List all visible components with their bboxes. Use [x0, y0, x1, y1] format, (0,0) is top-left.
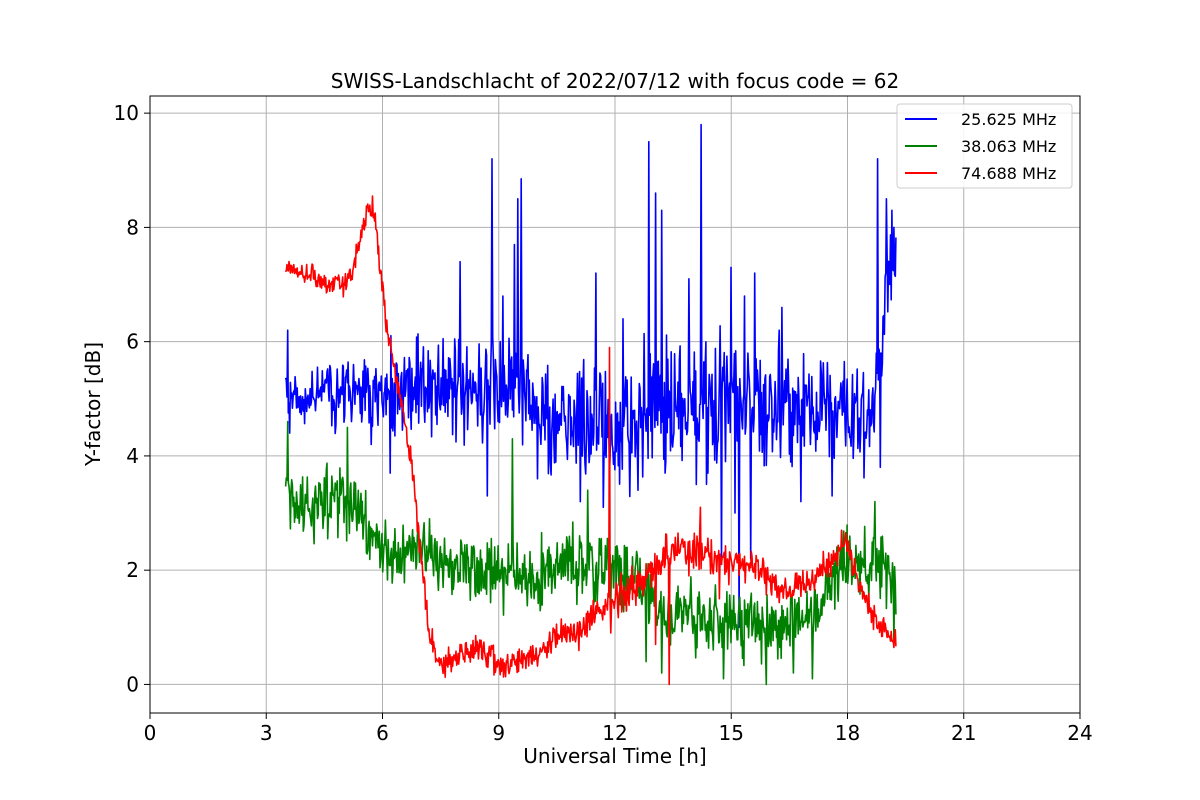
x-axis-label: Universal Time [h] [523, 744, 706, 768]
y-tick-label: 10 [114, 101, 139, 125]
legend-label: 25.625 MHz [961, 110, 1056, 129]
legend-label: 38.063 MHz [961, 137, 1056, 156]
y-tick-label: 8 [126, 215, 139, 239]
series-line-1 [284, 123, 897, 629]
series-line-2 [284, 420, 897, 686]
y-tick-label: 0 [126, 672, 139, 696]
x-tick-label: 18 [835, 721, 860, 745]
x-tick-label: 9 [492, 721, 505, 745]
chart-title: SWISS-Landschlacht of 2022/07/12 with fo… [331, 69, 899, 93]
x-tick-label: 12 [602, 721, 627, 745]
legend-label: 74.688 MHz [961, 164, 1056, 183]
x-tick-label: 3 [260, 721, 273, 745]
series-lines [284, 123, 897, 686]
y-tick-label: 6 [126, 330, 139, 354]
series-line-3 [284, 195, 897, 686]
x-tick-label: 0 [144, 721, 157, 745]
x-tick-label: 21 [951, 721, 976, 745]
legend: 25.625 MHz 38.063 MHz 74.688 MHz [896, 103, 1073, 189]
y-axis-label: Y-factor [dB] [81, 342, 105, 467]
x-tick-label: 6 [376, 721, 389, 745]
y-tick-label: 4 [126, 444, 139, 468]
x-tick-label: 15 [719, 721, 744, 745]
y-tick-label: 2 [126, 558, 139, 582]
legend-box [896, 103, 1073, 189]
x-tick-label: 24 [1067, 721, 1092, 745]
